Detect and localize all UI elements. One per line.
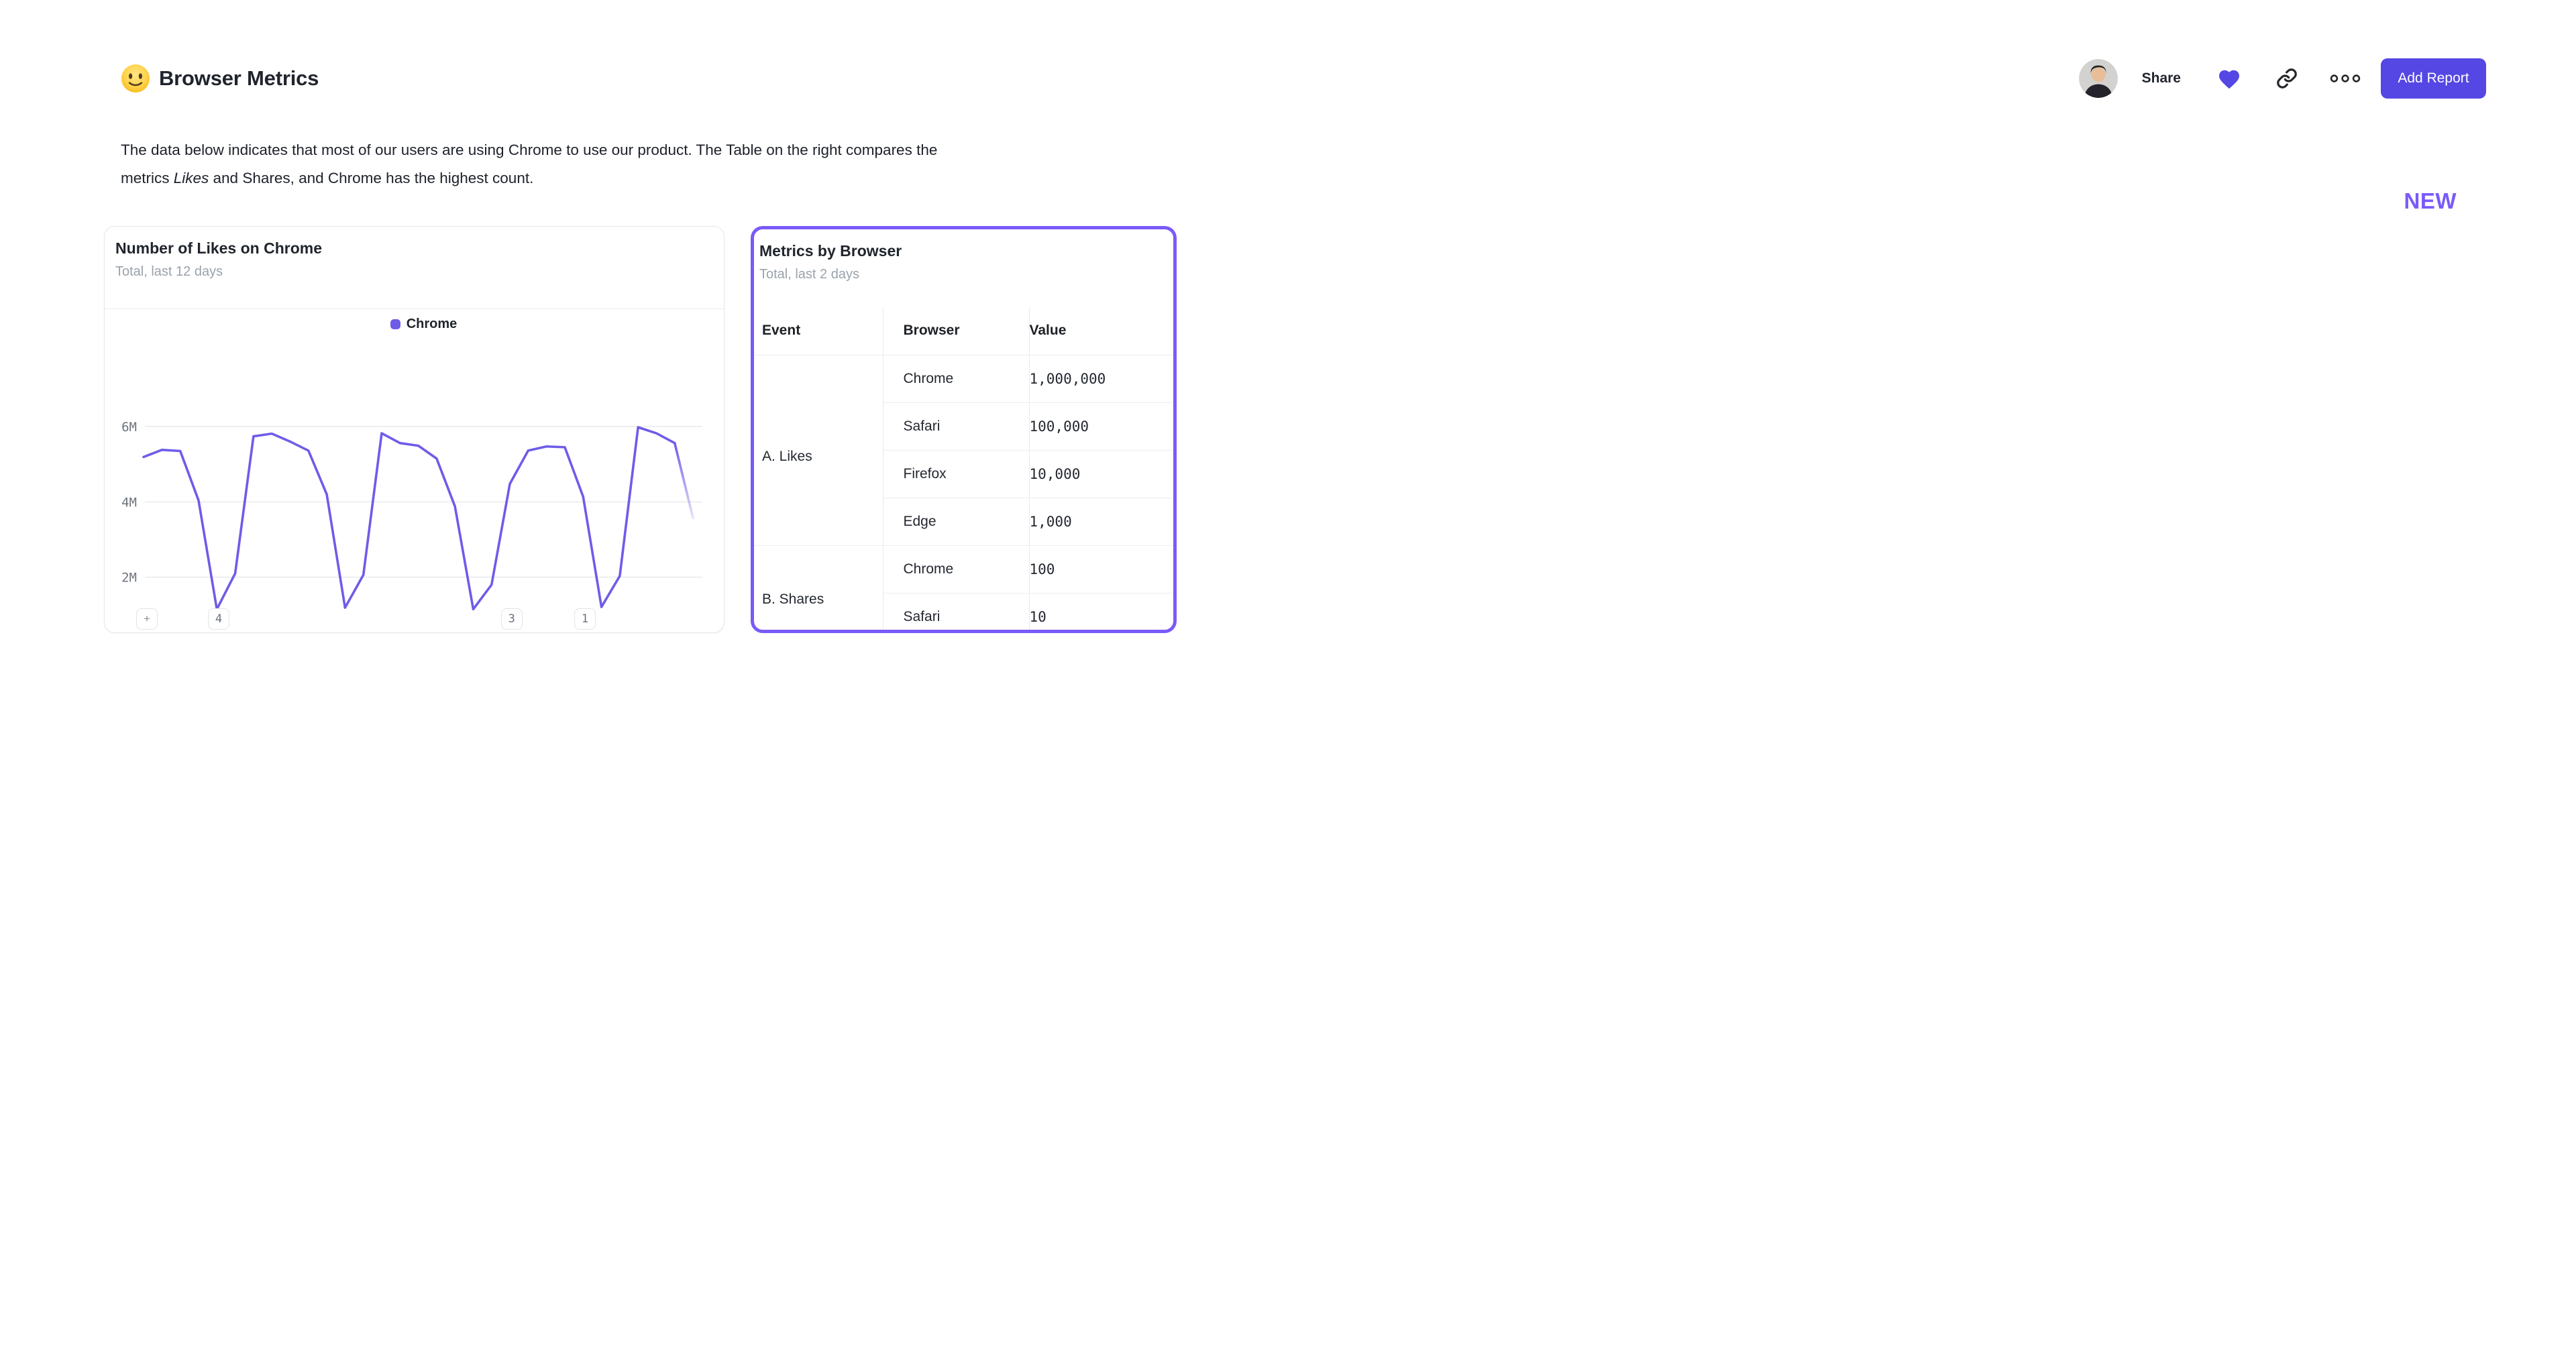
table-row: B. Shares Chrome 100 — [754, 545, 1173, 630]
table-header-row: Event Browser Value — [754, 307, 1173, 355]
table-row: A. Likes Chrome 1,000,000 — [754, 354, 1173, 545]
table-row: Firefox 10,000 — [754, 449, 1173, 498]
value-cell: 10,000 — [1028, 449, 1173, 498]
table-card-header: Metrics by Browser Total, last 2 days — [754, 229, 1173, 307]
share-button[interactable]: Share — [2141, 70, 2181, 86]
value-cell: 100 — [1028, 545, 1173, 593]
value-cell: 1,000 — [1028, 497, 1173, 545]
browser-cell: Firefox — [882, 449, 1029, 498]
table-card-title: Metrics by Browser — [759, 242, 902, 260]
table-card-subtitle: Total, last 2 days — [759, 267, 859, 282]
annotation-chip-3[interactable]: 3 — [500, 608, 523, 630]
value-cell: 10 — [1028, 592, 1173, 630]
value-cell: 1,000,000 — [1028, 354, 1173, 402]
chart-card-subtitle: Total, last 12 days — [115, 264, 223, 279]
chart-card-header: Number of Likes on Chrome Total, last 12… — [105, 227, 724, 309]
ellipsis-icon — [2330, 74, 2361, 83]
y-axis-label: 2M — [121, 571, 137, 585]
chart-area: Chrome 6M4M2M0MNov 5Nov 7Nov 9Nov 11Nov … — [105, 309, 724, 633]
avatar[interactable] — [2078, 59, 2118, 98]
header-actions: Share Add Report — [2078, 58, 2486, 99]
legend-item-chrome[interactable]: Chrome — [145, 317, 702, 332]
new-badge: NEW — [2404, 188, 2457, 213]
column-header-event: Event — [762, 323, 801, 339]
likes-chart-card: Number of Likes on Chrome Total, last 12… — [104, 226, 724, 633]
metrics-table: Event Browser Value A. Likes Chrome 1,000,00… — [754, 307, 1173, 630]
y-axis-label: 4M — [121, 495, 137, 510]
browser-cell: Safari — [882, 592, 1029, 630]
chrome-line-series-faded-tail — [673, 441, 694, 520]
metrics-table-card: Metrics by Browser Total, last 2 days Ev… — [751, 226, 1177, 633]
y-axis-label: 6M — [121, 420, 137, 435]
annotation-chip-4[interactable]: 4 — [208, 608, 229, 630]
browser-cell: Chrome — [882, 354, 1029, 402]
page-header: Browser Metrics Share — [121, 57, 2486, 100]
browser-cell: Safari — [882, 402, 1029, 450]
heart-icon — [2217, 68, 2241, 90]
browser-cell: Chrome — [882, 545, 1029, 593]
value-cell: 100,000 — [1028, 402, 1173, 450]
favorite-button[interactable] — [2217, 68, 2241, 90]
chart-card-title: Number of Likes on Chrome — [115, 239, 322, 257]
event-cell: B. Shares — [754, 545, 883, 630]
page-title: Browser Metrics — [159, 66, 319, 90]
table-row: Safari 100,000 — [754, 402, 1173, 450]
legend-swatch-icon — [390, 319, 400, 329]
table-row: Edge 1,000 — [754, 497, 1173, 545]
annotation-chip-1[interactable]: 1 — [574, 608, 596, 630]
add-annotation-button[interactable]: + — [136, 608, 158, 630]
link-icon — [2276, 68, 2298, 89]
smiley-emoji-icon — [121, 64, 150, 93]
chrome-line-series — [142, 426, 676, 611]
event-cell: A. Likes — [754, 354, 883, 545]
table-row: Safari 10 — [754, 592, 1173, 630]
browser-cell: Edge — [882, 497, 1029, 545]
add-report-button[interactable]: Add Report — [2381, 58, 2486, 99]
report-description: The data below indicates that most of ou… — [121, 142, 938, 186]
column-header-value: Value — [1028, 307, 1173, 355]
more-options-button[interactable] — [2330, 74, 2361, 83]
likes-line-chart[interactable]: 6M4M2M0MNov 5Nov 7Nov 9Nov 11Nov 13Nov 1… — [105, 309, 724, 633]
column-header-browser: Browser — [882, 307, 1029, 355]
copy-link-button[interactable] — [2276, 68, 2298, 89]
title-wrap: Browser Metrics — [121, 64, 319, 93]
legend-label: Chrome — [406, 317, 458, 331]
